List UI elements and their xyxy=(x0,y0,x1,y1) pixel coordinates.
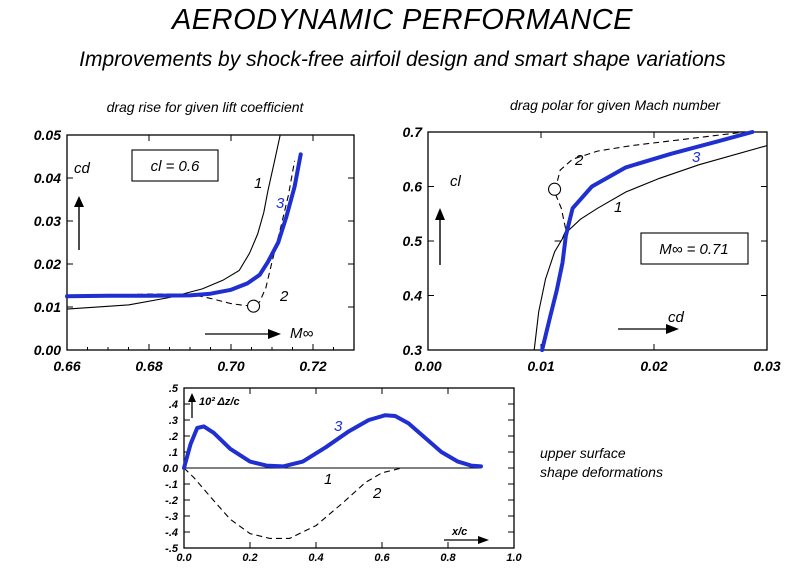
x-axis-label: M∞ xyxy=(290,325,313,342)
x-tick-label: 0.68 xyxy=(135,358,162,374)
open-circle-marker xyxy=(247,299,261,313)
y-tick-label: 0.02 xyxy=(34,256,61,272)
x-tick-label: 0.00 xyxy=(414,358,441,374)
right-arrow-head xyxy=(478,536,489,544)
series-2-line xyxy=(554,131,745,242)
x-tick-label: 1.0 xyxy=(506,552,522,564)
chart-title: drag rise for given lift coefficient xyxy=(107,99,305,115)
x-tick-label: 0.66 xyxy=(53,358,80,374)
x-tick-label: 0.70 xyxy=(217,358,244,374)
curve-label-2: 2 xyxy=(279,288,289,305)
annotation-text: M∞ = 0.71 xyxy=(659,241,728,258)
chart-drag-rise: 0.66 0.68 0.70 0.72 0.00 0.01 0.02 0.03 0.04 0.05… xyxy=(34,99,355,374)
x-tick-label: 0.01 xyxy=(527,358,554,374)
up-arrow-head xyxy=(74,196,84,207)
y-tick-label: .3 xyxy=(169,415,178,427)
annotation-box xyxy=(131,149,219,182)
y-tick-label: 0.03 xyxy=(34,213,61,229)
annotation-box xyxy=(640,232,749,265)
curve-label-2: 2 xyxy=(372,485,382,502)
right-arrow-head xyxy=(268,329,281,339)
curve-label-1: 1 xyxy=(254,175,262,192)
open-circle-marker xyxy=(548,182,562,196)
y-axis-label: cd xyxy=(74,160,91,177)
page-subtitle: Improvements by shock-free airfoil desig… xyxy=(79,48,726,71)
up-arrow-head xyxy=(435,208,445,220)
annotation-text: cl = 0.6 xyxy=(151,158,200,175)
y-tick-label: .2 xyxy=(169,431,178,443)
right-arrow-head xyxy=(666,324,679,334)
y-tick-label: .5 xyxy=(169,383,179,395)
y-tick-label: 0.01 xyxy=(34,299,61,315)
y-tick-label: 0.00 xyxy=(34,342,61,358)
y-tick-label: .4 xyxy=(169,399,178,411)
y-tick-label: 0.6 xyxy=(403,179,423,195)
curve-label-2: 2 xyxy=(574,152,584,169)
y-tick-label: -.5 xyxy=(165,543,179,555)
x-tick-label: 0.4 xyxy=(308,552,323,564)
chart-title-line-1: upper surface xyxy=(540,445,626,461)
x-axis-label: cd xyxy=(668,309,685,326)
x-tick-label: 0.6 xyxy=(374,552,390,564)
series-1-line xyxy=(533,145,768,351)
chart-drag-polar: 0.00 0.01 0.02 0.03 0.3 0.4 0.5 0.6 0.7 drag pola… xyxy=(403,97,781,374)
y-tick-label: -.1 xyxy=(165,479,178,491)
y-tick-label: 0.0 xyxy=(163,463,179,475)
y-axis-label: 10² Δz/c xyxy=(199,396,240,408)
y-tick-label: 0.04 xyxy=(34,170,61,186)
series-3-line xyxy=(182,413,483,470)
curve-label-3: 3 xyxy=(334,418,343,435)
up-arrow-head xyxy=(188,393,196,402)
y-tick-label: 0.3 xyxy=(403,342,423,358)
y-tick-label: .1 xyxy=(169,447,178,459)
x-tick-label: 0.02 xyxy=(640,358,667,374)
series-1-line xyxy=(66,134,281,310)
y-tick-label: -.2 xyxy=(165,495,178,507)
y-tick-label: 0.4 xyxy=(403,288,423,304)
curve-label-1: 1 xyxy=(614,199,622,216)
y-tick-label: 0.05 xyxy=(34,127,61,143)
x-tick-label: 0.03 xyxy=(753,358,780,374)
y-tick-label: 0.5 xyxy=(403,233,423,249)
y-axis-label: cl xyxy=(450,173,462,190)
series-3-line xyxy=(540,130,755,352)
x-tick-label: 0.2 xyxy=(242,552,257,564)
series-3-line xyxy=(65,152,303,299)
page-title: AERODYNAMIC PERFORMANCE xyxy=(171,4,634,36)
x-tick-label: 0.72 xyxy=(299,358,326,374)
curve-label-1: 1 xyxy=(324,471,332,488)
chart-title-line-2: shape deformations xyxy=(540,464,663,480)
y-tick-label: 0.7 xyxy=(403,124,424,140)
chart-title: drag polar for given Mach number xyxy=(510,97,721,113)
y-tick-label: -.3 xyxy=(165,511,178,523)
x-tick-label: 0.8 xyxy=(440,552,456,564)
curve-label-3: 3 xyxy=(276,195,285,212)
curve-label-3: 3 xyxy=(692,149,701,166)
series-2-line xyxy=(183,467,402,539)
x-axis-label: x/c xyxy=(451,526,467,538)
x-tick-label: 0.0 xyxy=(176,552,192,564)
y-tick-label: -.4 xyxy=(165,527,178,539)
chart-shape-deformations: 0.0 0.2 0.4 0.6 0.8 1.0 .5 .4 .3 .2 .1 0.0 -.1 -.2 -.3… xyxy=(163,383,663,564)
